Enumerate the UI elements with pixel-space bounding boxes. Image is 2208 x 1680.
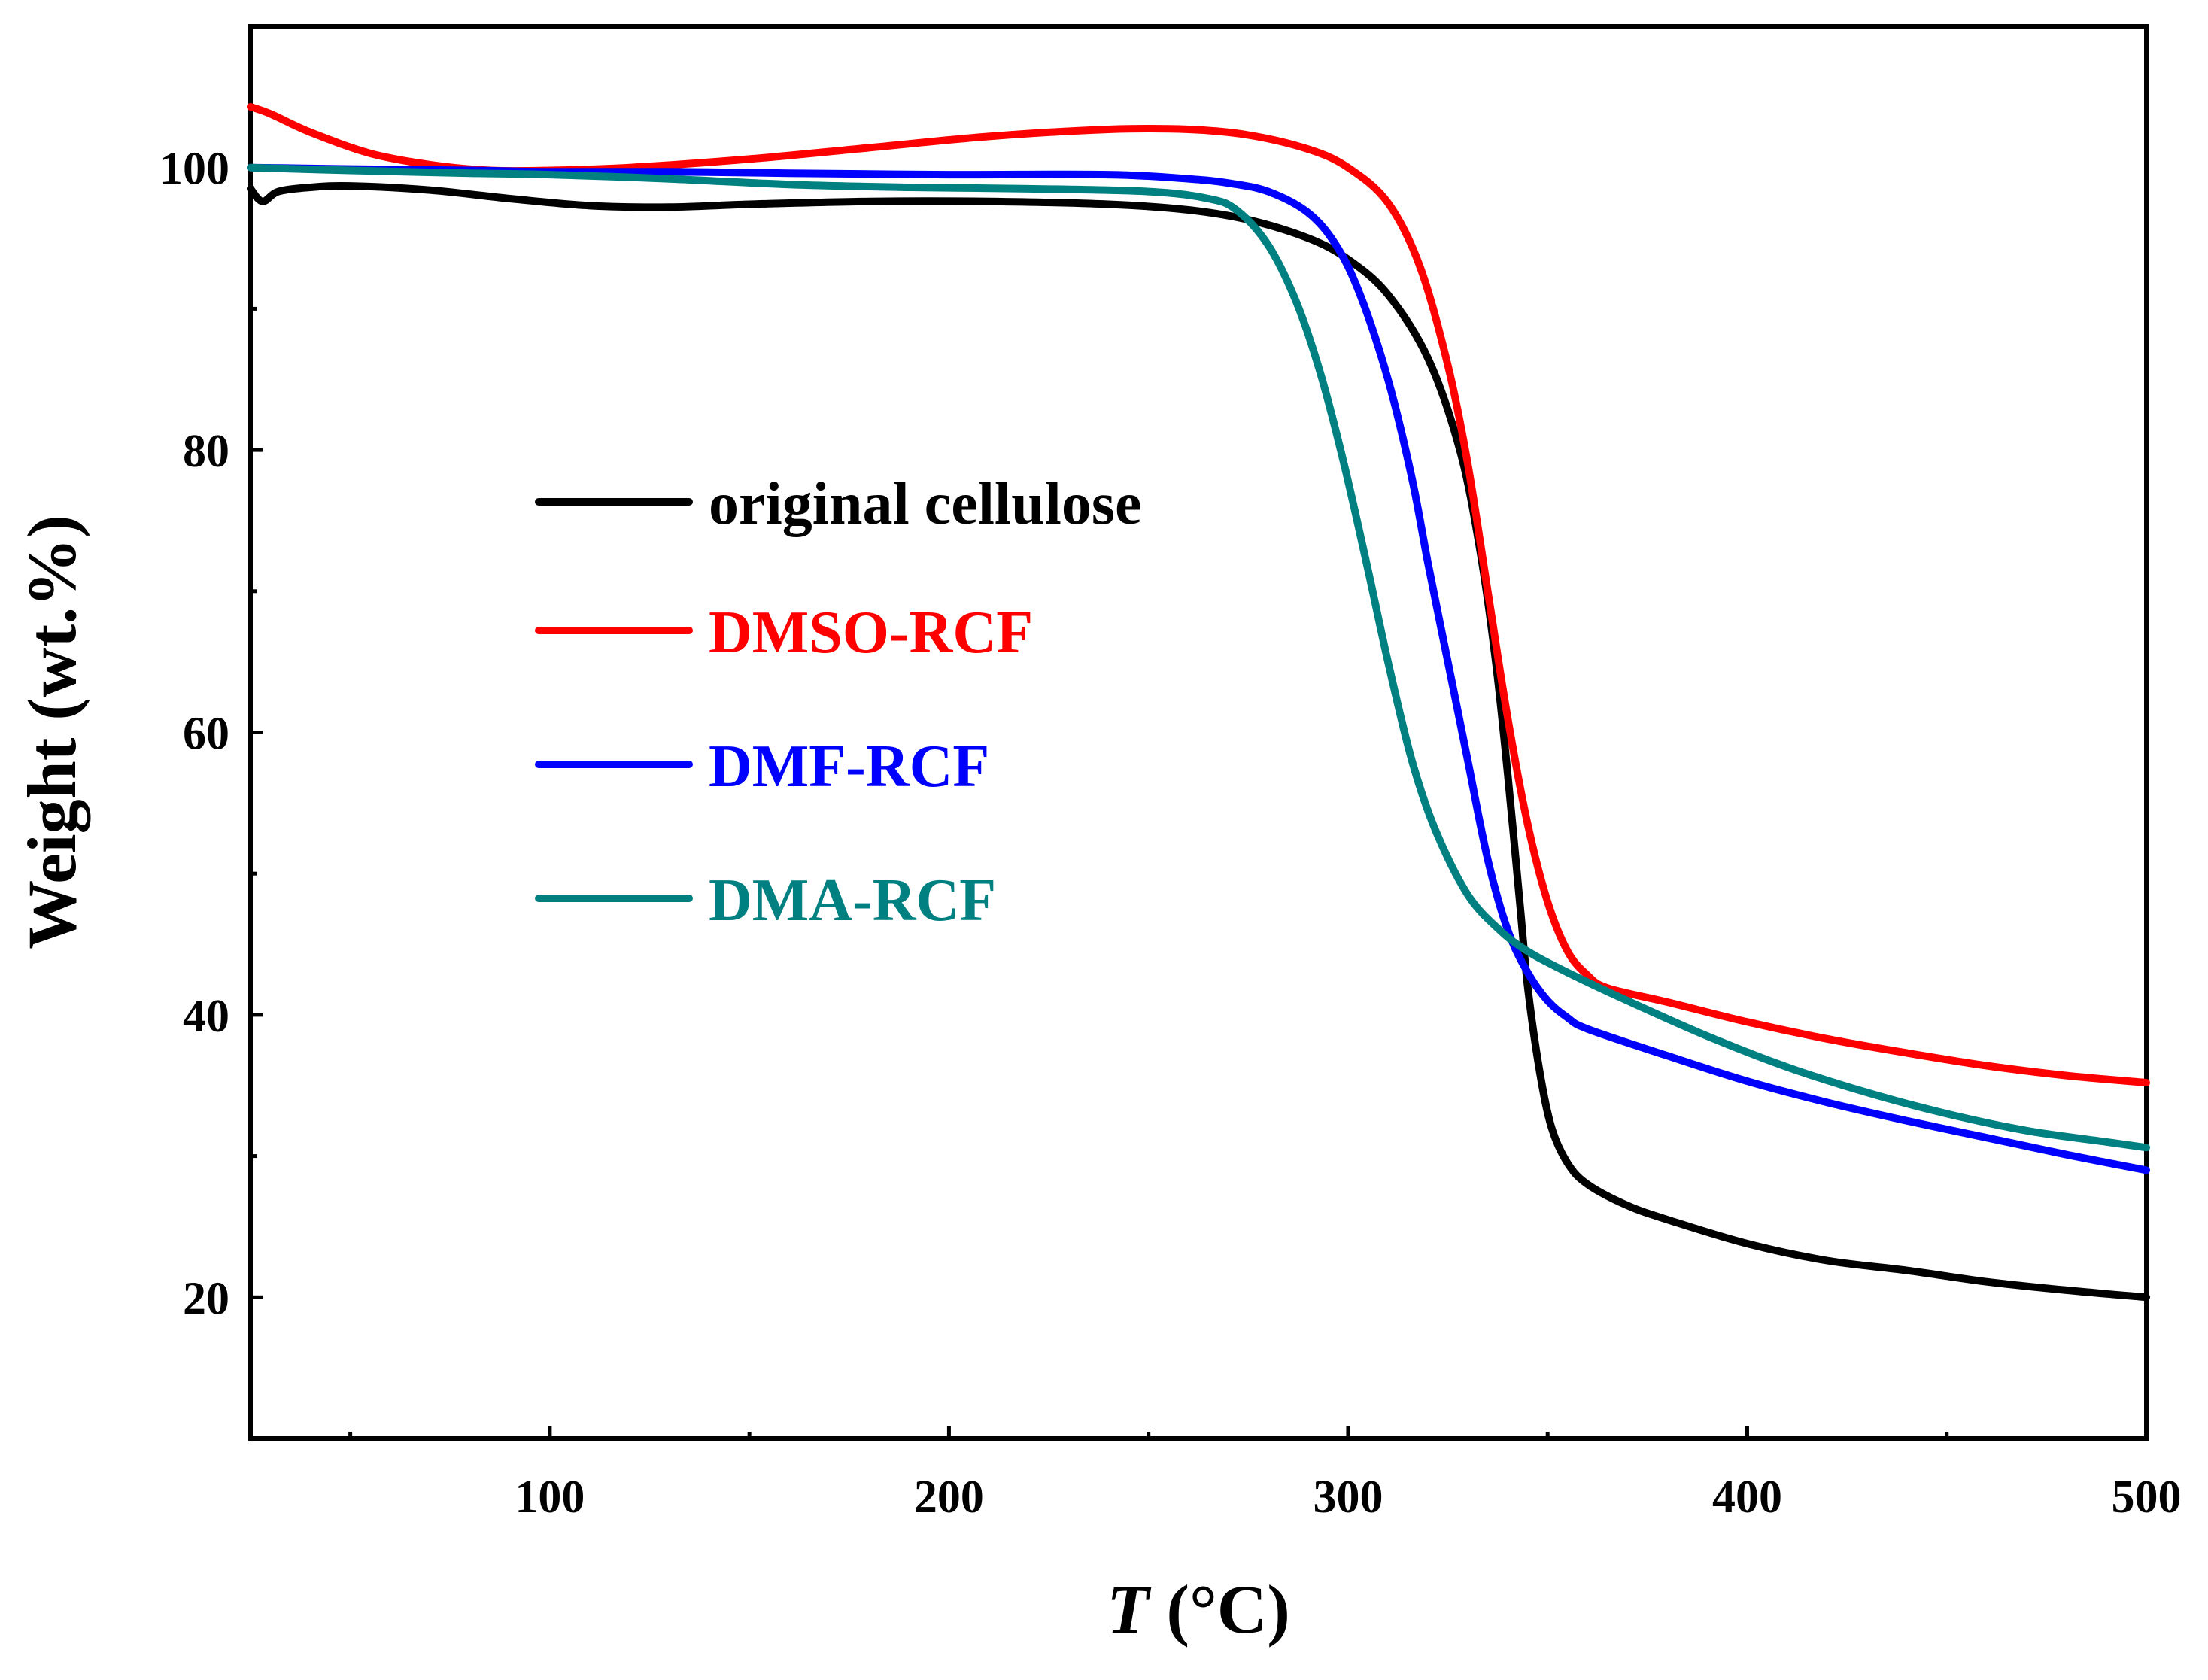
legend-label-dmso-rcf: DMSO-RCF [709, 600, 1033, 666]
legend: original cellulose DMSO-RCF DMF-RCF DMA-… [535, 471, 1142, 934]
series-line-original-cellulose [247, 181, 2150, 1302]
plot-frame [248, 24, 2149, 1441]
series-line-dmf-rcf [247, 163, 2150, 1174]
legend-label-dma-rcf: DMA-RCF [709, 867, 996, 934]
series-line-dma-rcf [247, 163, 2150, 1152]
series-layer [247, 103, 2150, 1302]
legend-label-dmf-rcf: DMF-RCF [709, 734, 989, 800]
x-axis-title-symbol: T [1107, 1571, 1152, 1648]
x-axis-title: T (°C) [1107, 1571, 1290, 1648]
legend-label-original-cellulose: original cellulose [709, 471, 1142, 537]
series-line-dmso-rcf [247, 103, 2150, 1086]
y-tick-label-60: 60 [183, 709, 229, 760]
x-tick-label-300: 300 [1313, 1472, 1383, 1523]
x-tick-label-100: 100 [515, 1472, 585, 1523]
y-tick-label-80: 80 [183, 426, 229, 477]
y-axis-title: Weight (wt.%) [14, 515, 90, 949]
x-tick-label-400: 400 [1712, 1472, 1782, 1523]
x-tick-label-500: 500 [2112, 1472, 2182, 1523]
tick-marks [251, 24, 2149, 1441]
x-axis-title-unit: (°C) [1149, 1571, 1290, 1648]
y-tick-label-20: 20 [183, 1273, 229, 1324]
x-tick-label-200: 200 [914, 1472, 984, 1523]
y-tick-label-100: 100 [159, 144, 229, 195]
tick-labels: 100 200 300 400 500 20 40 60 80 100 [159, 144, 2182, 1523]
y-tick-label-40: 40 [183, 991, 229, 1042]
